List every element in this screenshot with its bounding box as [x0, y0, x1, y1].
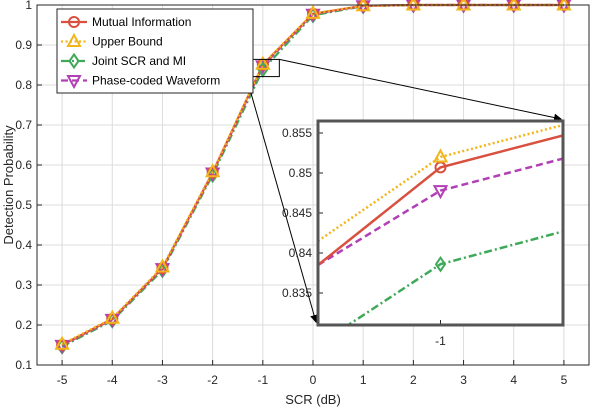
data-point — [455, 0, 472, 11]
data-point — [556, 0, 572, 11]
y-tick-label: 0.6 — [15, 158, 32, 172]
inset-y-tick-label: 0.85 — [289, 166, 313, 180]
legend-label: Mutual Information — [92, 15, 191, 29]
inset-x-tick-label: -1 — [435, 334, 446, 348]
data-point — [255, 55, 271, 70]
data-point — [405, 0, 422, 11]
legend-marker — [68, 52, 80, 70]
data-point — [204, 163, 221, 178]
x-tick-label: 5 — [561, 373, 568, 387]
data-point — [154, 258, 171, 273]
y-tick-label: 0.1 — [15, 358, 32, 372]
y-tick-label: 0.5 — [15, 198, 32, 212]
x-tick-label: -4 — [107, 373, 118, 387]
y-tick-label: 0.8 — [15, 78, 32, 92]
main-plot-frame — [36, 4, 590, 366]
x-axis-label: SCR (dB) — [285, 392, 341, 407]
inset-y-tick-label: 0.855 — [282, 126, 312, 140]
legend-item: Mutual Information — [61, 15, 191, 29]
inset-y-tick-label: 0.84 — [289, 246, 313, 260]
legend-box — [56, 8, 254, 94]
x-tick-label: -2 — [207, 373, 218, 387]
legend: Mutual Information Upper Bound Joint SCR a… — [56, 8, 254, 94]
y-tick-label: 0.2 — [15, 318, 32, 332]
x-tick-label: 2 — [410, 373, 417, 387]
inset-data-point — [432, 148, 449, 163]
legend-item: Upper Bound — [61, 32, 163, 49]
legend-marker — [66, 32, 82, 47]
x-tick-label: 4 — [510, 373, 517, 387]
y-tick-label: 0.4 — [15, 238, 32, 252]
data-point — [54, 335, 70, 350]
inset-y-tick-label: 0.835 — [282, 286, 312, 300]
legend-item: Joint SCR and MI — [61, 52, 186, 70]
legend-label: Upper Bound — [92, 35, 163, 49]
inset-y-tick-label: 0.845 — [282, 206, 312, 220]
x-tick-label: 0 — [310, 373, 317, 387]
data-point — [506, 0, 522, 11]
inset-zoom-plot: 0.835 0.84 0.845 0.85 0.855 -1 — [282, 119, 565, 348]
y-tick-label: 1 — [25, 0, 32, 12]
y-tick-label: 0.7 — [15, 118, 32, 132]
data-point — [104, 309, 120, 324]
x-tick-label: -1 — [257, 373, 268, 387]
inset-data-point — [434, 255, 447, 273]
y-tick-label: 0.9 — [15, 38, 32, 52]
legend-item: Phase-coded Waveform — [61, 74, 220, 90]
inset-series-line — [346, 230, 563, 325]
inset-series — [318, 123, 563, 325]
x-tick-label: -5 — [57, 373, 68, 387]
inset-data-point — [432, 185, 449, 200]
y-axis-label: Detection Probability — [1, 125, 16, 245]
legend-marker — [68, 16, 80, 28]
inset-series-line — [318, 123, 563, 243]
main-tick-labels: -5 -4 -3 -2 -1 0 1 2 3 4 5 0.1 0.2 0.3 0.4 0.5 0.6 0.7 0.8… — [15, 0, 567, 387]
inset-frame — [316, 119, 565, 327]
x-tick-label: 1 — [360, 373, 367, 387]
inset-series-line — [318, 157, 563, 267]
inset-background — [318, 121, 563, 325]
legend-label: Phase-coded Waveform — [92, 74, 220, 88]
x-tick-label: 3 — [460, 373, 467, 387]
data-point — [255, 60, 271, 75]
inset-series-line — [318, 134, 563, 266]
data-point — [305, 4, 321, 19]
y-tick-label: 0.3 — [15, 278, 32, 292]
x-tick-label: -3 — [157, 373, 168, 387]
series-line — [61, 3, 564, 346]
zoom-arrow — [279, 58, 562, 122]
legend-marker — [66, 75, 82, 90]
zoom-arrow — [245, 76, 318, 323]
legend-label: Joint SCR and MI — [92, 54, 186, 68]
